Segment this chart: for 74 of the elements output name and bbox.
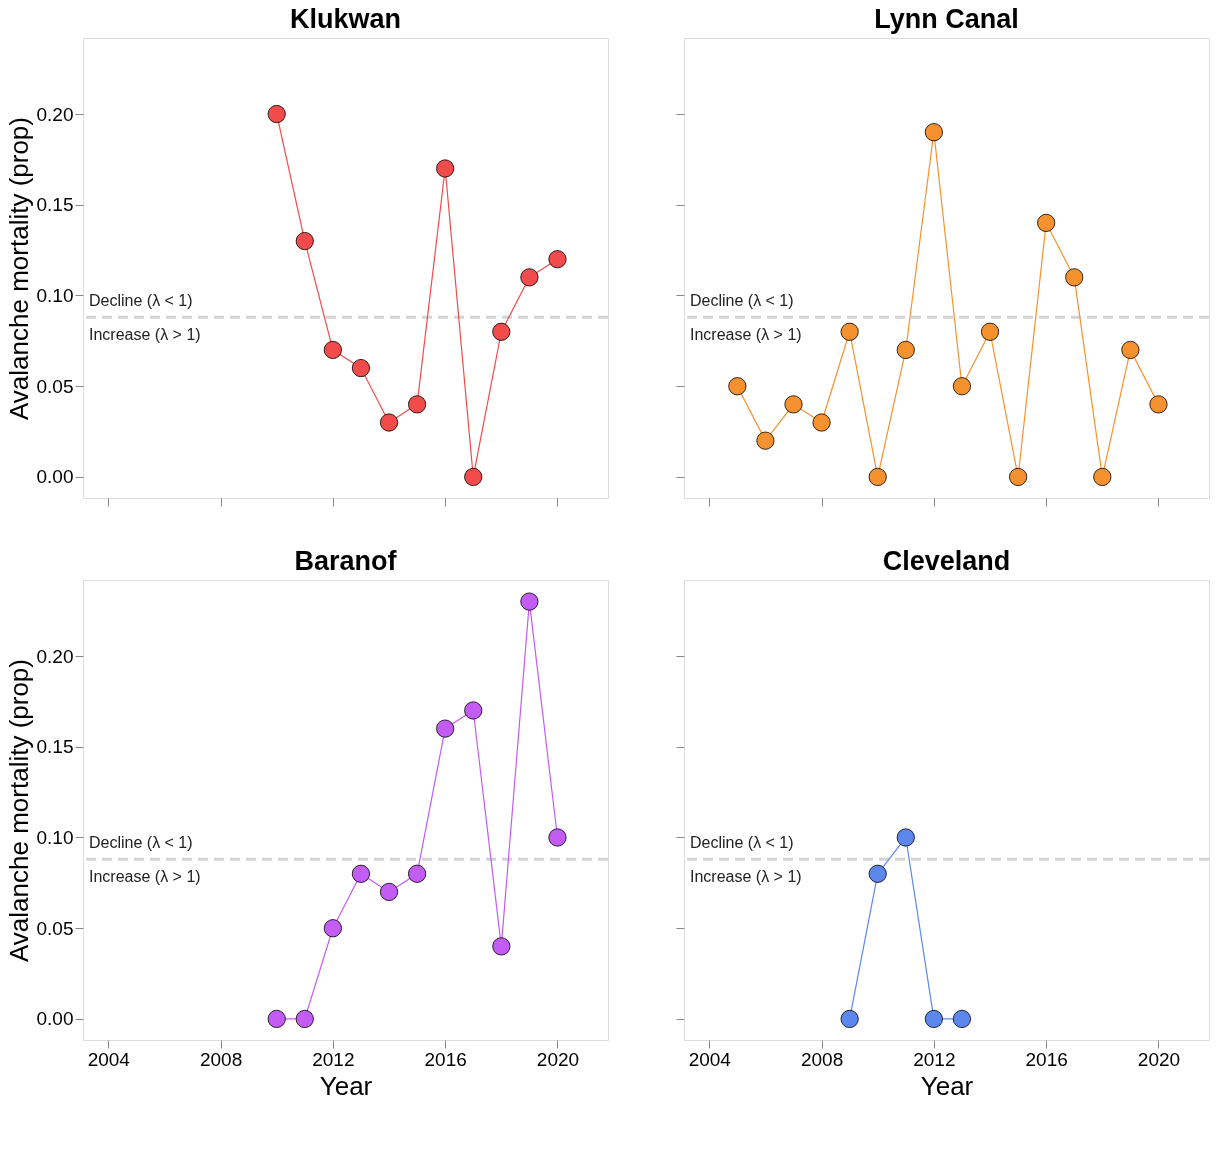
point	[379, 413, 399, 432]
chart-title: Lynn Canal	[874, 4, 1019, 34]
point	[980, 322, 1000, 341]
y-tick-label: 0.20	[36, 103, 74, 125]
ref-line-label: Decline (λ < 1)	[89, 292, 193, 310]
chart-title: Klukwan	[289, 4, 402, 34]
y-tick-label: 0.05	[36, 375, 74, 397]
point	[548, 250, 567, 269]
x-tick-label: 2004	[688, 1048, 732, 1070]
x-tick-label: 2016	[1025, 1048, 1068, 1070]
point	[323, 340, 342, 359]
y-tick-label: 0.10	[36, 826, 74, 848]
x-tick-label: 2008	[800, 1048, 844, 1070]
x-tick-label: 2004	[87, 1048, 131, 1070]
point	[408, 864, 427, 883]
y-tick-label: 0.00	[36, 1008, 74, 1030]
y-tick-label: 0.10	[36, 284, 74, 306]
x-tick-label: 2020	[1137, 1048, 1181, 1070]
point	[492, 937, 511, 956]
point	[1149, 395, 1168, 414]
point	[351, 864, 370, 883]
point	[896, 340, 915, 359]
x-axis-title: Year	[920, 1070, 974, 1101]
chart-title: Baranof	[294, 546, 398, 576]
x-tick-label: 2012	[913, 1048, 956, 1070]
x-tick-label: 2012	[312, 1048, 355, 1070]
x-tick-label: 2008	[199, 1048, 243, 1070]
point	[520, 592, 539, 611]
point	[952, 377, 971, 396]
point	[840, 322, 859, 341]
ref-line-label: Decline (λ < 1)	[690, 292, 794, 310]
point	[379, 882, 399, 901]
chart-title: Cleveland	[882, 546, 1011, 576]
point	[351, 359, 370, 378]
point	[492, 322, 511, 341]
y-tick-label: 0.15	[36, 194, 74, 216]
y-axis-title: Avalanche mortality (prop)	[3, 659, 34, 962]
x-axis-title: Year	[319, 1070, 373, 1101]
point	[267, 1009, 286, 1028]
point	[1065, 268, 1084, 287]
y-tick-label: 0.00	[36, 466, 74, 488]
ref-line-label: Decline (λ < 1)	[690, 834, 794, 852]
annotation: Increase (λ > 1)	[89, 326, 201, 344]
annotation: Increase (λ > 1)	[89, 868, 201, 886]
x-tick-label: 2016	[424, 1048, 467, 1070]
y-axis-title: Avalanche mortality (prop)	[3, 117, 34, 420]
point	[756, 431, 775, 450]
point	[408, 395, 427, 414]
point	[1009, 467, 1028, 486]
annotation: Increase (λ > 1)	[690, 326, 802, 344]
x-tick-label: 2020	[536, 1048, 580, 1070]
ref-line-label: Decline (λ < 1)	[89, 834, 193, 852]
point	[1093, 467, 1112, 486]
annotation: Increase (λ > 1)	[690, 868, 802, 886]
y-tick-label: 0.15	[36, 736, 74, 758]
point	[295, 232, 314, 251]
point	[267, 104, 286, 124]
point	[436, 719, 455, 738]
point	[548, 828, 567, 847]
point	[924, 123, 943, 142]
point	[784, 395, 803, 414]
point	[464, 701, 483, 720]
point	[1037, 213, 1056, 232]
point	[295, 1009, 314, 1028]
point	[520, 268, 539, 287]
y-tick-label: 0.05	[36, 917, 74, 939]
point	[323, 919, 342, 938]
point	[728, 377, 747, 396]
point	[436, 159, 455, 178]
point	[464, 467, 483, 486]
point	[868, 467, 887, 486]
point	[1121, 340, 1140, 359]
point	[812, 413, 831, 432]
y-tick-label: 0.20	[36, 645, 74, 667]
